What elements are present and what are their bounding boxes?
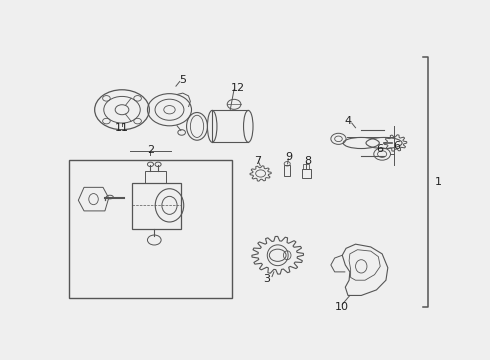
Text: 4: 4 (344, 116, 351, 126)
Bar (284, 165, 290, 176)
Text: 2: 2 (147, 145, 154, 155)
Bar (69, 159, 232, 298)
Text: 3: 3 (263, 274, 270, 284)
Bar (302, 169, 311, 179)
Text: 12: 12 (231, 82, 245, 93)
Text: 6: 6 (377, 144, 384, 153)
Text: 9: 9 (286, 152, 293, 162)
Bar (145, 171, 166, 183)
Text: 11: 11 (115, 123, 129, 133)
Text: 1: 1 (435, 177, 442, 187)
Text: 8: 8 (304, 156, 311, 166)
Bar (131, 183, 181, 229)
Text: 5: 5 (179, 75, 186, 85)
Text: 7: 7 (254, 156, 262, 166)
Text: 6: 6 (393, 141, 400, 151)
Text: 10: 10 (335, 302, 349, 312)
Bar (303, 164, 309, 169)
